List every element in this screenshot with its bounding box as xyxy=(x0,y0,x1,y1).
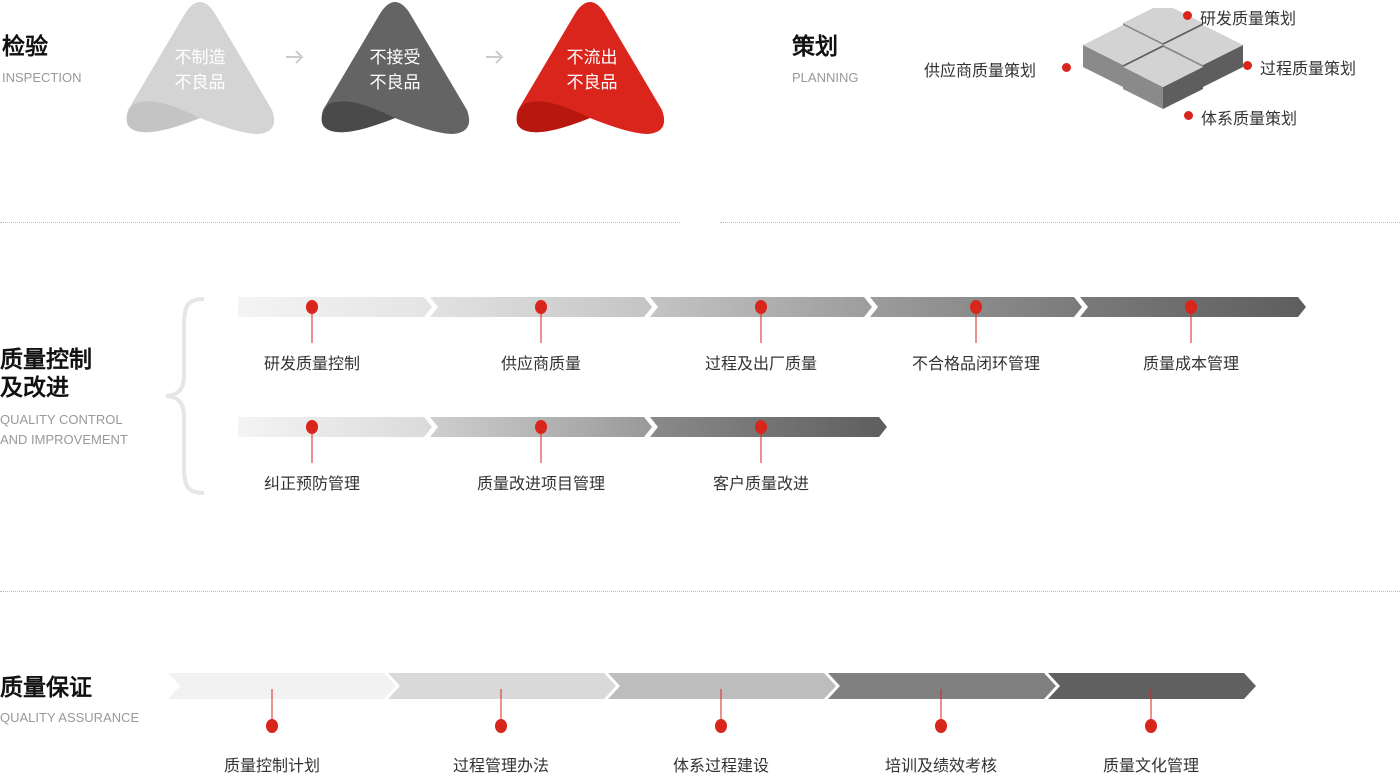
triangle-text-1: 不制造 不良品 xyxy=(175,46,226,96)
control-subtitle: QUALITY CONTROL AND IMPROVEMENT xyxy=(0,410,128,450)
chevron-segment xyxy=(650,417,887,437)
marker-dot xyxy=(755,300,767,314)
control-title: 质量控制 及改进 xyxy=(0,346,92,402)
process-step-label: 质量改进项目管理 xyxy=(476,474,606,493)
planning-item: 过程质量策划 xyxy=(1260,59,1357,78)
chevron-segment xyxy=(388,673,616,699)
planning-dot xyxy=(1184,111,1193,120)
divider xyxy=(0,222,680,223)
marker-stem xyxy=(311,427,313,463)
arrow-right-icon xyxy=(486,50,504,64)
marker-stem xyxy=(760,307,762,343)
triangle-text-2: 不接受 不良品 xyxy=(370,46,421,96)
triangle-step-3 xyxy=(516,2,665,134)
process-step-label: 不合格品闭环管理 xyxy=(911,354,1041,373)
planning-dot xyxy=(1183,11,1192,20)
marker-dot xyxy=(306,420,318,434)
marker-dot xyxy=(970,300,982,314)
marker-dot xyxy=(755,420,767,434)
brace-icon xyxy=(165,297,205,495)
process-step-label: 研发质量控制 xyxy=(263,354,361,373)
marker-stem xyxy=(1190,307,1192,343)
chevron-segment xyxy=(828,673,1056,699)
triangle-line: 不良品 xyxy=(566,73,618,93)
chevron-segment xyxy=(238,297,432,317)
marker-stem xyxy=(271,689,273,720)
control-title-line: 质量控制 xyxy=(0,347,92,373)
marker-dot xyxy=(306,300,318,314)
planning-item: 研发质量策划 xyxy=(1200,9,1297,28)
triangle-line: 不制造 xyxy=(174,48,226,68)
divider xyxy=(0,591,1400,592)
control-subtitle-line: AND IMPROVEMENT xyxy=(0,432,128,447)
marker-dot xyxy=(266,719,278,733)
planning-subtitle: PLANNING xyxy=(792,70,859,85)
chevron-segment xyxy=(1048,673,1256,699)
marker-stem xyxy=(500,689,502,720)
cube-blocks-icon xyxy=(1083,8,1243,109)
chevron-segment xyxy=(168,673,396,699)
planning-dot xyxy=(1062,63,1071,72)
arrow-right-icon xyxy=(286,50,304,64)
planning-item: 体系质量策划 xyxy=(1201,109,1298,128)
marker-dot xyxy=(535,420,547,434)
marker-dot xyxy=(495,719,507,733)
inspection-title: 检验 xyxy=(2,34,48,60)
process-step-label: 客户质量改进 xyxy=(712,474,810,493)
triangle-line: 不良品 xyxy=(174,73,226,93)
marker-stem xyxy=(540,307,542,343)
marker-stem xyxy=(975,307,977,343)
control-title-line: 及改进 xyxy=(0,375,69,401)
process-step-label: 纠正预防管理 xyxy=(263,474,361,493)
marker-stem xyxy=(311,307,313,343)
marker-stem xyxy=(940,689,942,720)
marker-stem xyxy=(760,427,762,463)
marker-stem xyxy=(720,689,722,720)
process-step-label: 体系过程建设 xyxy=(672,756,770,775)
divider xyxy=(720,222,1400,223)
marker-stem xyxy=(1150,689,1152,720)
triangle-step-1 xyxy=(126,2,275,134)
process-step-label: 过程及出厂质量 xyxy=(704,354,818,373)
chevron-segment xyxy=(238,417,432,437)
assurance-title: 质量保证 xyxy=(0,675,92,701)
process-step-label: 质量控制计划 xyxy=(223,756,321,775)
marker-dot xyxy=(935,719,947,733)
marker-dot xyxy=(715,719,727,733)
chevron-segment xyxy=(608,673,836,699)
inspection-subtitle: INSPECTION xyxy=(2,70,82,85)
marker-dot xyxy=(1145,719,1157,733)
triangle-text-3: 不流出 不良品 xyxy=(567,46,618,96)
process-step-label: 过程管理办法 xyxy=(452,756,550,775)
triangle-step-2 xyxy=(321,2,470,134)
marker-dot xyxy=(535,300,547,314)
process-step-label: 供应商质量 xyxy=(500,354,582,373)
planning-dot xyxy=(1243,61,1252,70)
assurance-subtitle: QUALITY ASSURANCE xyxy=(0,710,140,725)
process-step-label: 质量文化管理 xyxy=(1102,756,1200,775)
process-step-label: 质量成本管理 xyxy=(1142,354,1240,373)
marker-stem xyxy=(540,427,542,463)
marker-dot xyxy=(1185,300,1197,314)
control-subtitle-line: QUALITY CONTROL xyxy=(0,412,123,427)
planning-item: 供应商质量策划 xyxy=(924,61,1037,80)
triangle-line: 不流出 xyxy=(566,48,618,68)
process-step-label: 培训及绩效考核 xyxy=(884,756,998,775)
triangle-line: 不良品 xyxy=(369,73,421,93)
triangle-line: 不接受 xyxy=(369,48,421,68)
planning-title: 策划 xyxy=(792,34,838,60)
inspection-triangles xyxy=(126,2,665,134)
